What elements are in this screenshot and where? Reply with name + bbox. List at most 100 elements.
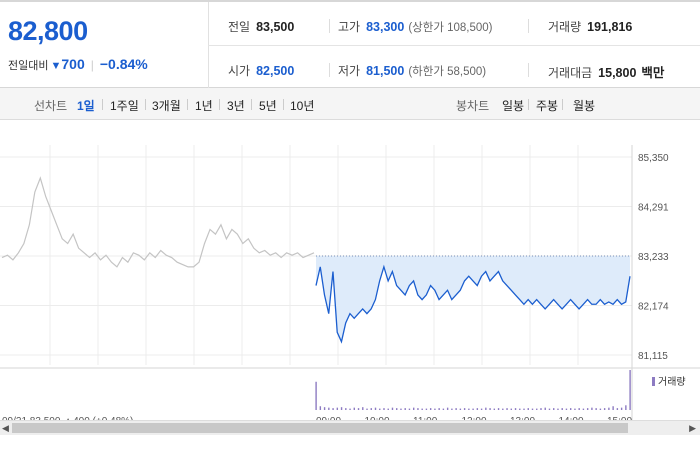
volume-bar <box>485 407 487 410</box>
today-area-fill <box>316 255 630 342</box>
scrollbar-thumb[interactable] <box>12 423 628 433</box>
divider <box>283 99 284 110</box>
scroll-right-icon[interactable]: ▶ <box>689 423 696 433</box>
stat-label: 시가 <box>228 64 251 78</box>
volume-legend-label: 거래량 <box>658 377 686 388</box>
volume-bar <box>612 406 614 410</box>
stat-label: 거래량 <box>548 20 582 34</box>
stat-value: 83,300 <box>366 20 405 34</box>
volume-bar <box>345 408 347 410</box>
volume-bar <box>591 407 593 410</box>
volume-bar <box>595 408 597 410</box>
stat-value: 191,816 <box>587 20 633 34</box>
candle-daily[interactable]: 일봉 <box>502 99 525 113</box>
volume-legend-swatch <box>652 377 655 386</box>
volume-bar <box>417 408 419 410</box>
divider <box>102 99 103 110</box>
divider <box>562 99 563 110</box>
volume-bar <box>620 407 623 410</box>
volume-bar <box>340 407 343 410</box>
scroll-left-icon[interactable]: ◀ <box>2 423 9 433</box>
volume-bar <box>421 408 423 410</box>
volume-bar <box>561 408 563 410</box>
stat-value: 15,800 <box>598 66 637 80</box>
volume-bar <box>616 408 619 410</box>
volume-bar <box>455 408 457 410</box>
volume-bar <box>472 408 474 410</box>
period-1d[interactable]: 1일 <box>77 99 95 113</box>
divider <box>251 99 252 110</box>
volume-bar <box>531 408 534 410</box>
period-1w[interactable]: 1주일 <box>110 99 139 113</box>
divider <box>219 99 220 110</box>
price-change: 전일대비 ▼700 | −0.84% <box>8 56 148 73</box>
previous-day-line <box>1 176 315 268</box>
period-3m[interactable]: 3개월 <box>152 99 181 113</box>
lower-limit: (하한가 58,500) <box>408 66 487 78</box>
period-5y[interactable]: 5년 <box>259 99 277 113</box>
volume-bar <box>510 408 512 410</box>
change-label: 전일대비 <box>8 60 49 72</box>
stat-label: 저가 <box>338 64 361 78</box>
candle-weekly[interactable]: 주봉 <box>536 99 559 113</box>
stat-open: 시가 82,500 <box>228 62 294 79</box>
volume-bar <box>540 408 542 410</box>
candle-monthly[interactable]: 월봉 <box>573 99 596 113</box>
volume-bar <box>489 408 491 410</box>
stat-label: 거래대금 <box>548 66 593 80</box>
volume-bar <box>497 408 500 410</box>
volume-bar <box>332 408 334 410</box>
volume-bar <box>315 381 317 410</box>
volume-bar <box>438 408 440 410</box>
change-amount: 700 <box>61 56 85 72</box>
divider <box>145 99 146 110</box>
volume-bar <box>603 408 606 410</box>
volume-bar <box>328 407 330 410</box>
volume-bar <box>625 405 627 410</box>
volume-bar <box>578 408 580 410</box>
volume-bar <box>379 408 381 410</box>
current-price: 82,800 <box>8 16 88 46</box>
volume-bar <box>357 408 360 410</box>
volume-bar <box>425 408 428 410</box>
stat-value: 81,500 <box>366 64 405 78</box>
volume-bar <box>370 408 372 410</box>
chart-scrollbar[interactable]: ◀ ▶ <box>0 420 700 435</box>
period-3y[interactable]: 3년 <box>227 99 245 113</box>
volume-bar <box>548 408 551 410</box>
volume-bar <box>429 408 432 410</box>
stat-label: 고가 <box>338 20 361 34</box>
period-1y[interactable]: 1년 <box>195 99 213 113</box>
volume-legend: 거래량 <box>652 373 686 388</box>
row-divider <box>208 45 700 46</box>
period-10y[interactable]: 10년 <box>290 99 315 113</box>
volume-bar <box>412 407 415 410</box>
stat-volume: 거래량 191,816 <box>548 18 632 35</box>
volume-bar <box>582 408 585 410</box>
volume-bar <box>459 408 462 410</box>
volume-bar <box>353 407 355 410</box>
volume-bar <box>502 408 504 410</box>
y-tick-label: 81,115 <box>638 351 668 362</box>
volume-bar <box>608 407 610 410</box>
y-tick-label: 82,174 <box>638 302 669 313</box>
volume-bar <box>336 407 339 410</box>
volume-bar <box>468 408 470 410</box>
volume-bar <box>480 408 483 410</box>
line-chart-label: 선차트 <box>34 99 68 113</box>
volume-bar <box>514 408 517 410</box>
volume-bar <box>569 408 572 410</box>
volume-bar <box>493 408 496 410</box>
down-arrow-icon: ▼ <box>50 60 62 72</box>
volume-bar <box>383 408 385 410</box>
divider <box>329 63 330 77</box>
price-box: 82,800 전일대비 ▼700 | −0.84% <box>0 2 209 88</box>
volume-bar <box>629 370 631 410</box>
volume-bar <box>319 406 322 410</box>
volume-bar <box>557 408 559 410</box>
volume-bar <box>574 408 576 410</box>
volume-bar <box>434 408 436 410</box>
volume-bar <box>599 408 602 410</box>
